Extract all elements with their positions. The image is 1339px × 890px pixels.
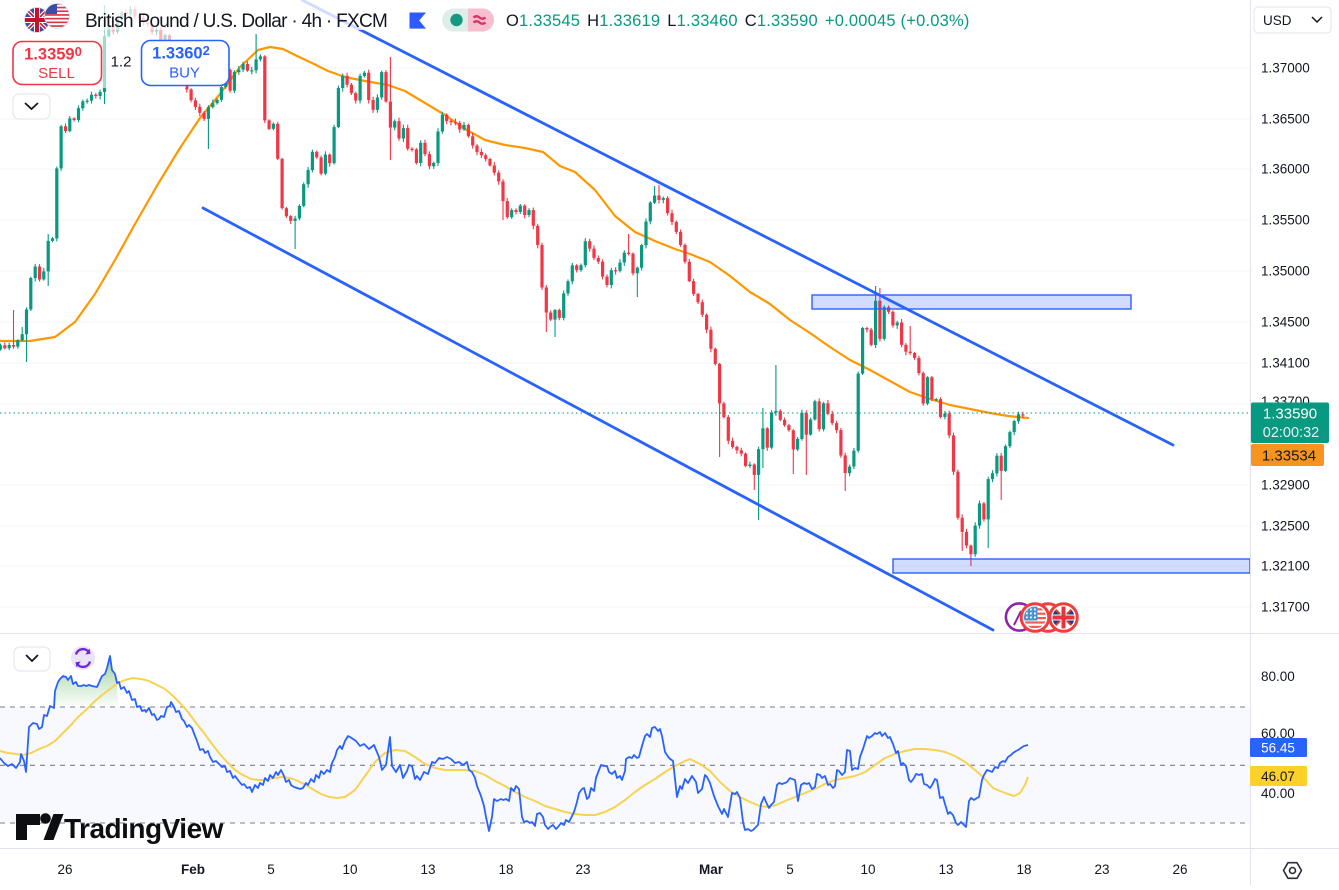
svg-text:10: 10 (860, 862, 875, 877)
svg-text:13: 13 (420, 862, 435, 877)
svg-text:1.32900: 1.32900 (1261, 478, 1310, 493)
svg-text:10: 10 (342, 862, 357, 877)
svg-text:23: 23 (1094, 862, 1109, 877)
svg-text:1.33534: 1.33534 (1262, 448, 1316, 465)
svg-text:USD: USD (1263, 13, 1292, 28)
svg-text:1.2: 1.2 (111, 54, 132, 71)
svg-text:23: 23 (575, 862, 590, 877)
svg-text:1.35000: 1.35000 (1261, 264, 1310, 279)
svg-text:1.32100: 1.32100 (1261, 559, 1310, 574)
svg-text:5: 5 (786, 862, 794, 877)
svg-text:13: 13 (938, 862, 953, 877)
svg-text:26: 26 (57, 862, 72, 877)
svg-text:1.35500: 1.35500 (1261, 213, 1310, 228)
svg-text:1.32500: 1.32500 (1261, 519, 1310, 534)
svg-text:60.00: 60.00 (1261, 726, 1295, 741)
svg-text:SELL: SELL (38, 65, 75, 82)
svg-text:40.00: 40.00 (1261, 786, 1295, 801)
svg-text:46.07: 46.07 (1261, 769, 1295, 784)
svg-text:02:00:32: 02:00:32 (1263, 425, 1319, 441)
svg-text:1.33602: 1.33602 (152, 43, 210, 63)
svg-text:1.33590: 1.33590 (1263, 406, 1317, 423)
svg-text:British Pound / U.S. Dollar ·: British Pound / U.S. Dollar · 4h · FXCM (85, 11, 387, 32)
svg-text:5: 5 (267, 862, 275, 877)
svg-text:1.34500: 1.34500 (1261, 315, 1310, 330)
svg-text:1.36500: 1.36500 (1261, 112, 1310, 127)
svg-text:1.36000: 1.36000 (1261, 162, 1310, 177)
svg-text:80.00: 80.00 (1261, 669, 1295, 684)
svg-text:26: 26 (1172, 862, 1187, 877)
svg-text:Feb: Feb (181, 862, 205, 877)
svg-text:18: 18 (1016, 862, 1031, 877)
svg-text:BUY: BUY (169, 65, 200, 82)
svg-text:Mar: Mar (699, 862, 724, 877)
svg-text:1.34100: 1.34100 (1261, 356, 1310, 371)
svg-text:1.33590: 1.33590 (24, 44, 82, 64)
svg-text:1.37000: 1.37000 (1261, 61, 1310, 76)
svg-text:18: 18 (498, 862, 513, 877)
svg-text:56.45: 56.45 (1261, 741, 1295, 756)
svg-text:1.31700: 1.31700 (1261, 600, 1310, 615)
svg-text:TradingView: TradingView (64, 813, 224, 844)
